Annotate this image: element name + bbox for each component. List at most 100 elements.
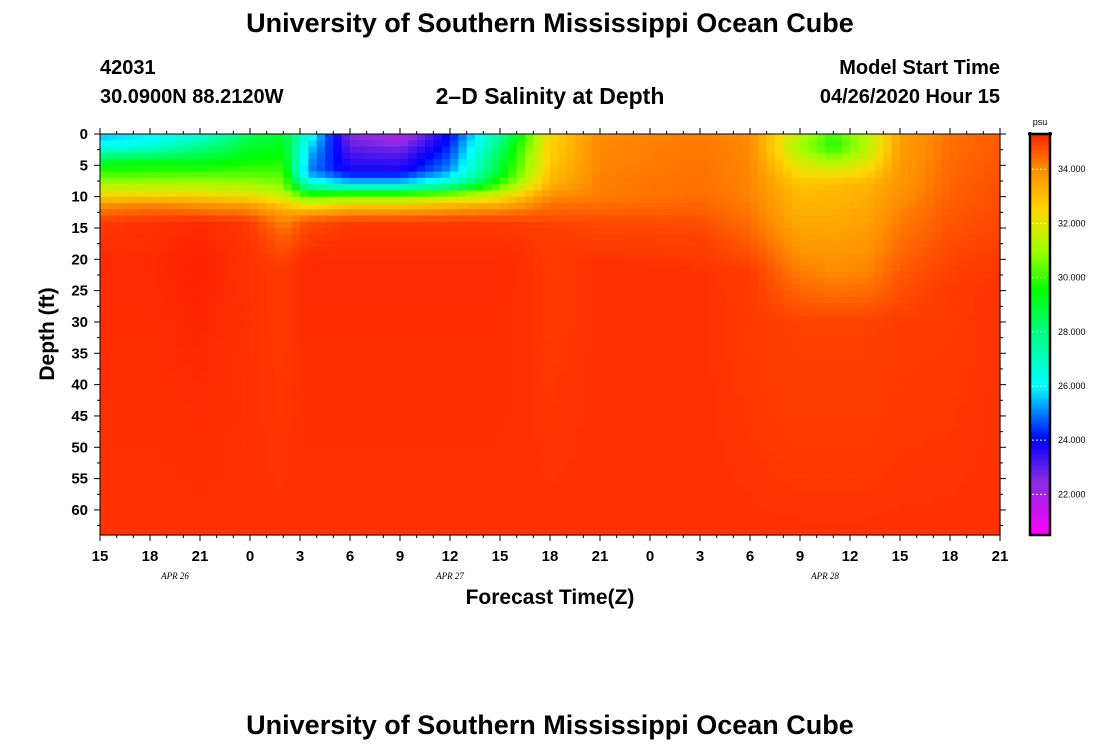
- heatmap-cell: [158, 140, 168, 148]
- heatmap-cell: [783, 284, 793, 292]
- heatmap-cell: [125, 196, 134, 204]
- heatmap-cell: [875, 334, 884, 342]
- heatmap-cell: [550, 215, 559, 223]
- heatmap-cell: [183, 415, 193, 423]
- heatmap-cell: [825, 140, 834, 148]
- heatmap-cell: [591, 165, 601, 173]
- heatmap-cell: [400, 134, 409, 141]
- heatmap-cell: [383, 184, 393, 191]
- heatmap-cell: [483, 253, 493, 260]
- heatmap-cell: [391, 209, 401, 217]
- heatmap-cell: [908, 215, 918, 223]
- heatmap-cell: [983, 190, 993, 198]
- heatmap-cell: [225, 177, 234, 185]
- heatmap-cell: [350, 159, 359, 166]
- heatmap-cell: [733, 415, 743, 423]
- heatmap-cell: [908, 397, 918, 405]
- heatmap-cell: [550, 372, 559, 379]
- heatmap-cell: [700, 290, 709, 298]
- heatmap-cell: [533, 159, 543, 166]
- heatmap-cell: [641, 415, 651, 423]
- heatmap-cell: [366, 284, 376, 292]
- heatmap-cell: [441, 365, 451, 373]
- heatmap-cell: [483, 397, 493, 405]
- heatmap-cell: [941, 290, 951, 298]
- heatmap-cell: [216, 403, 226, 411]
- heatmap-cell: [566, 146, 576, 154]
- heatmap-cell: [875, 134, 884, 141]
- heatmap-cell: [650, 140, 659, 148]
- heatmap-cell: [291, 227, 301, 235]
- heatmap-cell: [566, 234, 576, 242]
- heatmap-cell: [816, 397, 826, 405]
- heatmap-cell: [908, 321, 918, 329]
- heatmap-cell: [466, 202, 476, 210]
- heatmap-cell: [133, 234, 143, 242]
- heatmap-cell: [825, 378, 834, 386]
- heatmap-cell: [833, 284, 843, 292]
- heatmap-cell: [966, 403, 976, 411]
- heatmap-cell: [400, 384, 409, 392]
- heatmap-cell: [575, 259, 584, 267]
- heatmap-cell: [125, 315, 134, 323]
- heatmap-cell: [341, 165, 351, 173]
- heatmap-cell: [341, 221, 351, 229]
- heatmap-cell: [441, 196, 451, 204]
- heatmap-cell: [150, 397, 159, 405]
- heatmap-cell: [341, 240, 351, 248]
- heatmap-cell: [666, 152, 676, 160]
- heatmap-cell: [866, 397, 876, 405]
- heatmap-cell: [316, 234, 326, 242]
- heatmap-cell: [650, 159, 659, 166]
- heatmap-cell: [641, 140, 651, 148]
- heatmap-cell: [358, 397, 368, 405]
- heatmap-cell: [241, 165, 251, 173]
- heatmap-cell: [575, 146, 584, 154]
- heatmap-cell: [408, 309, 418, 317]
- heatmap-cell: [766, 159, 776, 166]
- heatmap-cell: [966, 209, 976, 217]
- heatmap-cell: [750, 165, 759, 173]
- heatmap-cell: [216, 146, 226, 154]
- heatmap-cell: [591, 290, 601, 298]
- heatmap-cell: [475, 196, 484, 204]
- heatmap-cell: [716, 146, 726, 154]
- heatmap-cell: [425, 165, 434, 173]
- heatmap-cell: [641, 240, 651, 248]
- heatmap-cell: [233, 290, 243, 298]
- heatmap-cell: [408, 184, 418, 191]
- heatmap-cell: [683, 221, 693, 229]
- heatmap-cell: [100, 259, 109, 267]
- heatmap-cell: [391, 340, 401, 348]
- heatmap-cell: [716, 190, 726, 198]
- heatmap-cell: [475, 227, 484, 235]
- heatmap-cell: [675, 284, 684, 292]
- heatmap-cell: [266, 334, 276, 342]
- heatmap-cell: [525, 227, 534, 235]
- heatmap-cell: [666, 397, 676, 405]
- heatmap-cell: [875, 415, 884, 423]
- heatmap-cell: [116, 259, 126, 267]
- heatmap-cell: [575, 165, 584, 173]
- heatmap-cell: [466, 227, 476, 235]
- heatmap-cell: [250, 340, 259, 348]
- heatmap-cell: [525, 171, 534, 179]
- heatmap-cell: [700, 347, 709, 354]
- heatmap-cell: [833, 265, 843, 273]
- heatmap-cell: [966, 184, 976, 191]
- heatmap-cell: [691, 184, 701, 191]
- heatmap-cell: [558, 353, 568, 361]
- heatmap-cell: [116, 309, 126, 317]
- heatmap-cell: [258, 134, 268, 141]
- heatmap-cell: [991, 165, 1001, 173]
- heatmap-cell: [241, 265, 251, 273]
- heatmap-cell: [883, 146, 893, 154]
- heatmap-cell: [483, 409, 493, 417]
- heatmap-cell: [825, 340, 834, 348]
- heatmap-cell: [641, 397, 651, 405]
- heatmap-cell: [558, 271, 568, 279]
- heatmap-cell: [316, 240, 326, 248]
- heatmap-cell: [125, 403, 134, 411]
- heatmap-cell: [625, 284, 634, 292]
- heatmap-cell: [916, 171, 926, 179]
